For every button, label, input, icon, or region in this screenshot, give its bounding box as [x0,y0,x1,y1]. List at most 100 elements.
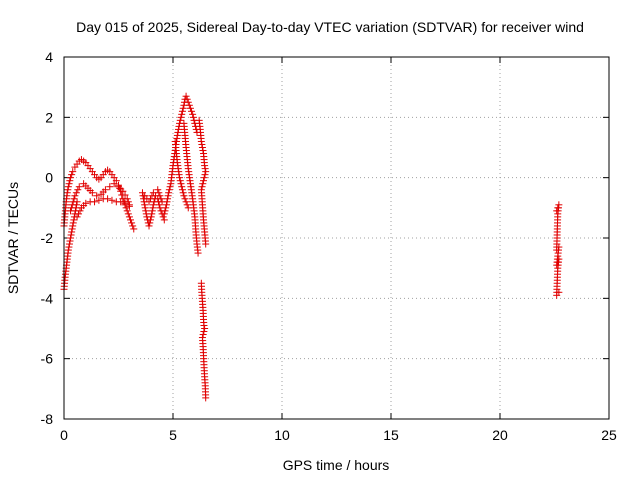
data-point [160,216,168,224]
data-point [70,216,78,224]
data-point [104,195,112,203]
data-point [197,137,205,145]
data-point [71,207,79,215]
data-point [174,125,182,133]
data-point [555,288,563,296]
data-point [71,192,79,200]
data-point [200,328,208,336]
data-point [185,101,193,109]
data-point [66,237,74,245]
data-point [66,177,74,185]
data-point [91,198,99,206]
data-point [176,174,184,182]
data-point [71,210,79,218]
data-point [157,195,165,203]
data-point [70,195,78,203]
data-point [163,198,171,206]
data-point [178,183,186,191]
data-point [123,207,131,215]
data-point [69,219,77,227]
data-point [148,207,156,215]
data-point [74,186,82,194]
data-point [156,192,164,200]
data-point [201,162,209,170]
data-point [147,213,155,221]
data-point [198,144,206,151]
data-point [65,240,73,248]
data-point [142,207,150,215]
data-point [67,234,75,242]
data-point [93,192,101,200]
data-point [200,177,208,185]
data-point [198,140,206,148]
data-series [60,198,81,293]
x-tick-label: 25 [601,427,617,443]
data-point [165,186,173,194]
data-point [180,192,188,200]
data-point [155,189,163,197]
data-series [195,116,210,248]
data-point [199,331,207,339]
data-point [82,199,90,207]
data-point [68,171,76,179]
data-point [65,180,73,188]
data-point [149,204,157,212]
y-tick-label: -4 [41,290,54,306]
data-point [63,189,71,197]
data-point [160,210,168,218]
tick-layer: 0 5 10 15 20 25 -8 -6 -4 -2 0 2 4 [41,49,617,443]
data-point [121,191,129,199]
data-point [148,192,156,200]
data-point [67,231,75,239]
data-point [68,225,76,233]
data-point [194,249,202,257]
data-point [64,186,72,194]
data-point [101,186,109,194]
data-series [138,186,168,230]
data-point [162,204,170,212]
data-point [125,202,133,210]
data-point [164,195,172,203]
data-point [123,195,131,203]
data-point [184,98,192,106]
data-point [184,204,192,212]
data-point [95,196,103,204]
data-point [121,199,129,207]
data-point [75,183,83,191]
data-series [180,119,202,257]
data-point [178,110,186,118]
data-point [122,204,130,212]
data-point [202,240,210,248]
data-point [146,195,154,203]
data-point [182,92,190,100]
data-point [202,168,210,176]
data-point [200,174,208,182]
data-point [119,187,127,195]
data-point [70,213,78,221]
data-point [67,174,75,182]
data-point [141,204,149,212]
x-tick-label: 5 [169,427,177,443]
data-point [125,213,133,221]
data-point [174,128,182,136]
data-point [110,180,118,188]
data-series [171,137,192,212]
data-point [166,183,174,191]
data-point [164,192,172,200]
data-point [129,222,137,230]
data-point [201,165,209,173]
data-point [182,198,190,206]
plot-frame [63,56,610,420]
x-axis-label: GPS time / hours [283,457,390,473]
data-point [199,180,207,188]
data-point [72,204,80,212]
series-layer [60,92,563,402]
data-series [73,195,133,221]
data-point [154,186,162,194]
y-tick-label: 2 [45,109,53,125]
data-point [173,131,181,139]
data-point [146,216,154,224]
data-point [162,201,170,209]
data-point [155,201,163,209]
